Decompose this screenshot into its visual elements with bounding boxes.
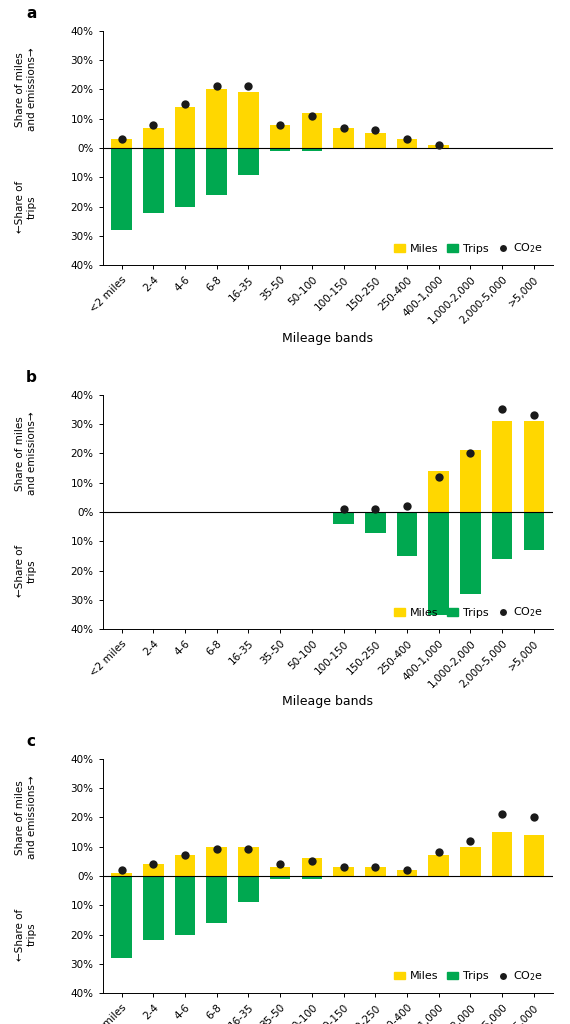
Bar bbox=[270, 125, 291, 148]
Bar bbox=[429, 855, 449, 876]
Bar bbox=[460, 512, 481, 594]
Bar bbox=[302, 113, 322, 148]
Bar bbox=[143, 128, 164, 148]
Text: ←Share of
trips: ←Share of trips bbox=[15, 908, 37, 961]
Bar bbox=[397, 512, 417, 556]
Bar bbox=[238, 148, 259, 174]
Bar bbox=[333, 128, 354, 148]
Bar bbox=[429, 471, 449, 512]
Legend: Miles, Trips, CO$_2$e: Miles, Trips, CO$_2$e bbox=[390, 965, 547, 988]
Text: ←Share of
trips: ←Share of trips bbox=[15, 545, 37, 597]
Bar bbox=[111, 876, 132, 958]
Bar bbox=[238, 876, 259, 902]
Text: Share of miles
and emissions→: Share of miles and emissions→ bbox=[15, 47, 37, 131]
Text: b: b bbox=[26, 371, 37, 385]
Bar bbox=[206, 876, 227, 923]
Bar bbox=[175, 148, 196, 207]
Bar bbox=[111, 872, 132, 876]
Bar bbox=[111, 139, 132, 148]
Bar bbox=[492, 421, 512, 512]
Bar bbox=[365, 867, 386, 876]
Text: a: a bbox=[26, 6, 36, 22]
Bar bbox=[429, 512, 449, 614]
Legend: Miles, Trips, CO$_2$e: Miles, Trips, CO$_2$e bbox=[390, 601, 547, 624]
Bar bbox=[238, 92, 259, 148]
Bar bbox=[397, 139, 417, 148]
X-axis label: Mileage bands: Mileage bands bbox=[282, 695, 373, 709]
Legend: Miles, Trips, CO$_2$e: Miles, Trips, CO$_2$e bbox=[390, 238, 547, 260]
Bar bbox=[302, 876, 322, 879]
Bar bbox=[206, 847, 227, 876]
Bar bbox=[492, 512, 512, 559]
Bar bbox=[365, 133, 386, 148]
Bar bbox=[302, 858, 322, 876]
Bar bbox=[175, 855, 196, 876]
Text: Share of miles
and emissions→: Share of miles and emissions→ bbox=[15, 412, 37, 496]
Bar bbox=[492, 831, 512, 876]
Bar bbox=[333, 867, 354, 876]
Bar bbox=[460, 847, 481, 876]
X-axis label: Mileage bands: Mileage bands bbox=[282, 332, 373, 344]
Bar bbox=[206, 89, 227, 148]
Bar bbox=[270, 148, 291, 151]
Bar bbox=[524, 421, 544, 512]
Bar bbox=[333, 512, 354, 523]
Bar bbox=[270, 876, 291, 879]
Bar bbox=[111, 148, 132, 230]
Bar bbox=[206, 148, 227, 195]
Bar bbox=[460, 451, 481, 512]
Bar bbox=[524, 835, 544, 876]
Bar bbox=[175, 876, 196, 935]
Bar bbox=[524, 512, 544, 550]
Text: Share of miles
and emissions→: Share of miles and emissions→ bbox=[15, 775, 37, 859]
Bar bbox=[270, 867, 291, 876]
Bar bbox=[175, 108, 196, 148]
Text: c: c bbox=[26, 734, 35, 750]
Bar bbox=[429, 145, 449, 148]
Bar bbox=[397, 870, 417, 876]
Text: ←Share of
trips: ←Share of trips bbox=[15, 180, 37, 232]
Bar bbox=[365, 512, 386, 532]
Bar bbox=[143, 864, 164, 876]
Bar bbox=[302, 148, 322, 151]
Bar bbox=[143, 148, 164, 213]
Bar bbox=[238, 847, 259, 876]
Bar bbox=[143, 876, 164, 940]
